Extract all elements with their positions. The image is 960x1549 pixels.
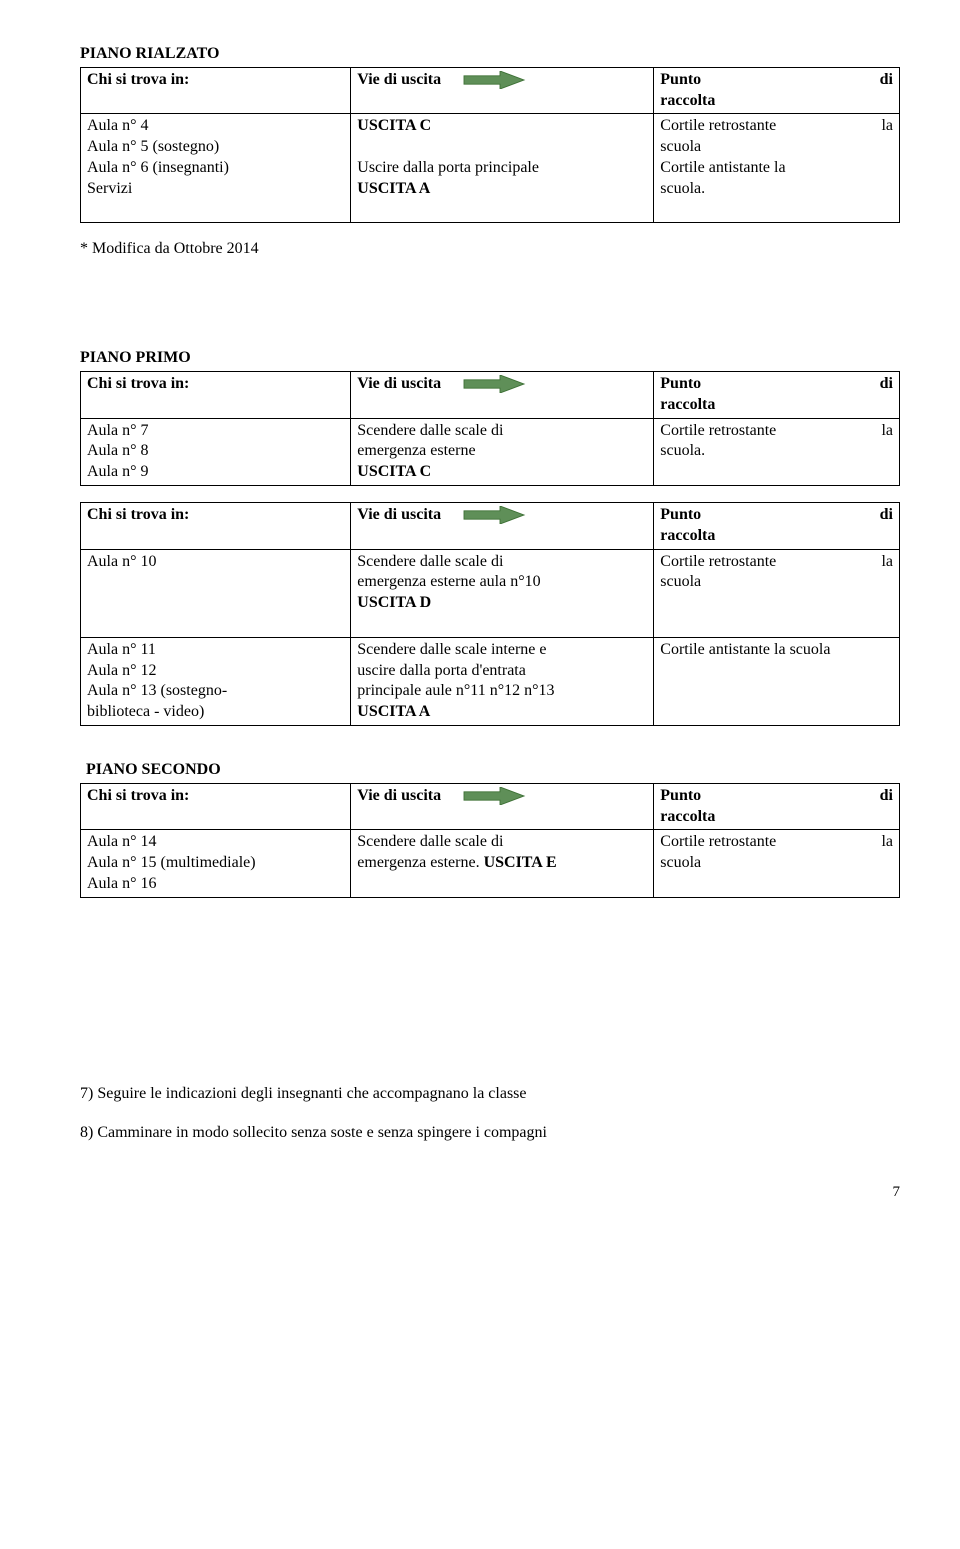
header-point: Puntodi raccolta (654, 371, 900, 418)
header-routes: Vie di uscita (351, 502, 654, 549)
cell-point: Cortile retrostantela scuola (654, 830, 900, 897)
footnote-8: 8) Camminare in modo sollecito senza sos… (80, 1123, 900, 1144)
cell-who: Aula n° 7 Aula n° 8 Aula n° 9 (81, 418, 351, 485)
cell-point: Cortile antistante la scuola (654, 637, 900, 725)
table-rialzato: Chi si trova in: Vie di uscita Puntodi r… (80, 67, 900, 224)
arrow-icon (449, 71, 539, 89)
cell-routes: Scendere dalle scale di emergenza estern… (351, 549, 654, 637)
header-routes: Vie di uscita (351, 783, 654, 830)
section-title-rialzato: PIANO RIALZATO (80, 44, 900, 65)
cell-who: Aula n° 14 Aula n° 15 (multimediale) Aul… (81, 830, 351, 897)
cell-routes: Scendere dalle scale di emergenza estern… (351, 830, 654, 897)
cell-routes: Scendere dalle scale interne e uscire da… (351, 637, 654, 725)
cell-routes: Scendere dalle scale di emergenza estern… (351, 418, 654, 485)
page-number: 7 (80, 1183, 900, 1203)
header-point: Puntodi raccolta (654, 502, 900, 549)
footnote-7: 7) Seguire le indicazioni degli insegnan… (80, 1084, 900, 1105)
header-who: Chi si trova in: (81, 371, 351, 418)
header-routes: Vie di uscita (351, 371, 654, 418)
note-modifica: * Modifica da Ottobre 2014 (80, 239, 900, 260)
table-secondo: Chi si trova in: Vie di uscita Puntodi r… (80, 783, 900, 898)
header-who: Chi si trova in: (81, 783, 351, 830)
arrow-icon (449, 787, 539, 805)
cell-point: Cortile retrostantela scuola. (654, 418, 900, 485)
table-primo-b: Chi si trova in: Vie di uscita Puntodi r… (80, 502, 900, 726)
cell-point: Cortile retrostantela scuola (654, 549, 900, 637)
arrow-icon (449, 506, 539, 524)
header-who: Chi si trova in: (81, 67, 351, 114)
cell-who: Aula n° 10 (81, 549, 351, 637)
header-routes: Vie di uscita (351, 67, 654, 114)
cell-routes: USCITA C Uscire dalla porta principale U… (351, 114, 654, 223)
table-primo-a: Chi si trova in: Vie di uscita Puntodi r… (80, 371, 900, 486)
arrow-icon (449, 375, 539, 393)
footnotes: 7) Seguire le indicazioni degli insegnan… (80, 1084, 900, 1144)
header-point: Puntodi raccolta (654, 783, 900, 830)
cell-point: Cortile retrostantela scuola Cortile ant… (654, 114, 900, 223)
header-who: Chi si trova in: (81, 502, 351, 549)
section-title-primo: PIANO PRIMO (80, 348, 900, 369)
cell-who: Aula n° 4 Aula n° 5 (sostegno) Aula n° 6… (81, 114, 351, 223)
header-point: Puntodi raccolta (654, 67, 900, 114)
cell-who: Aula n° 11 Aula n° 12 Aula n° 13 (sosteg… (81, 637, 351, 725)
section-title-secondo: PIANO SECONDO (86, 760, 900, 781)
